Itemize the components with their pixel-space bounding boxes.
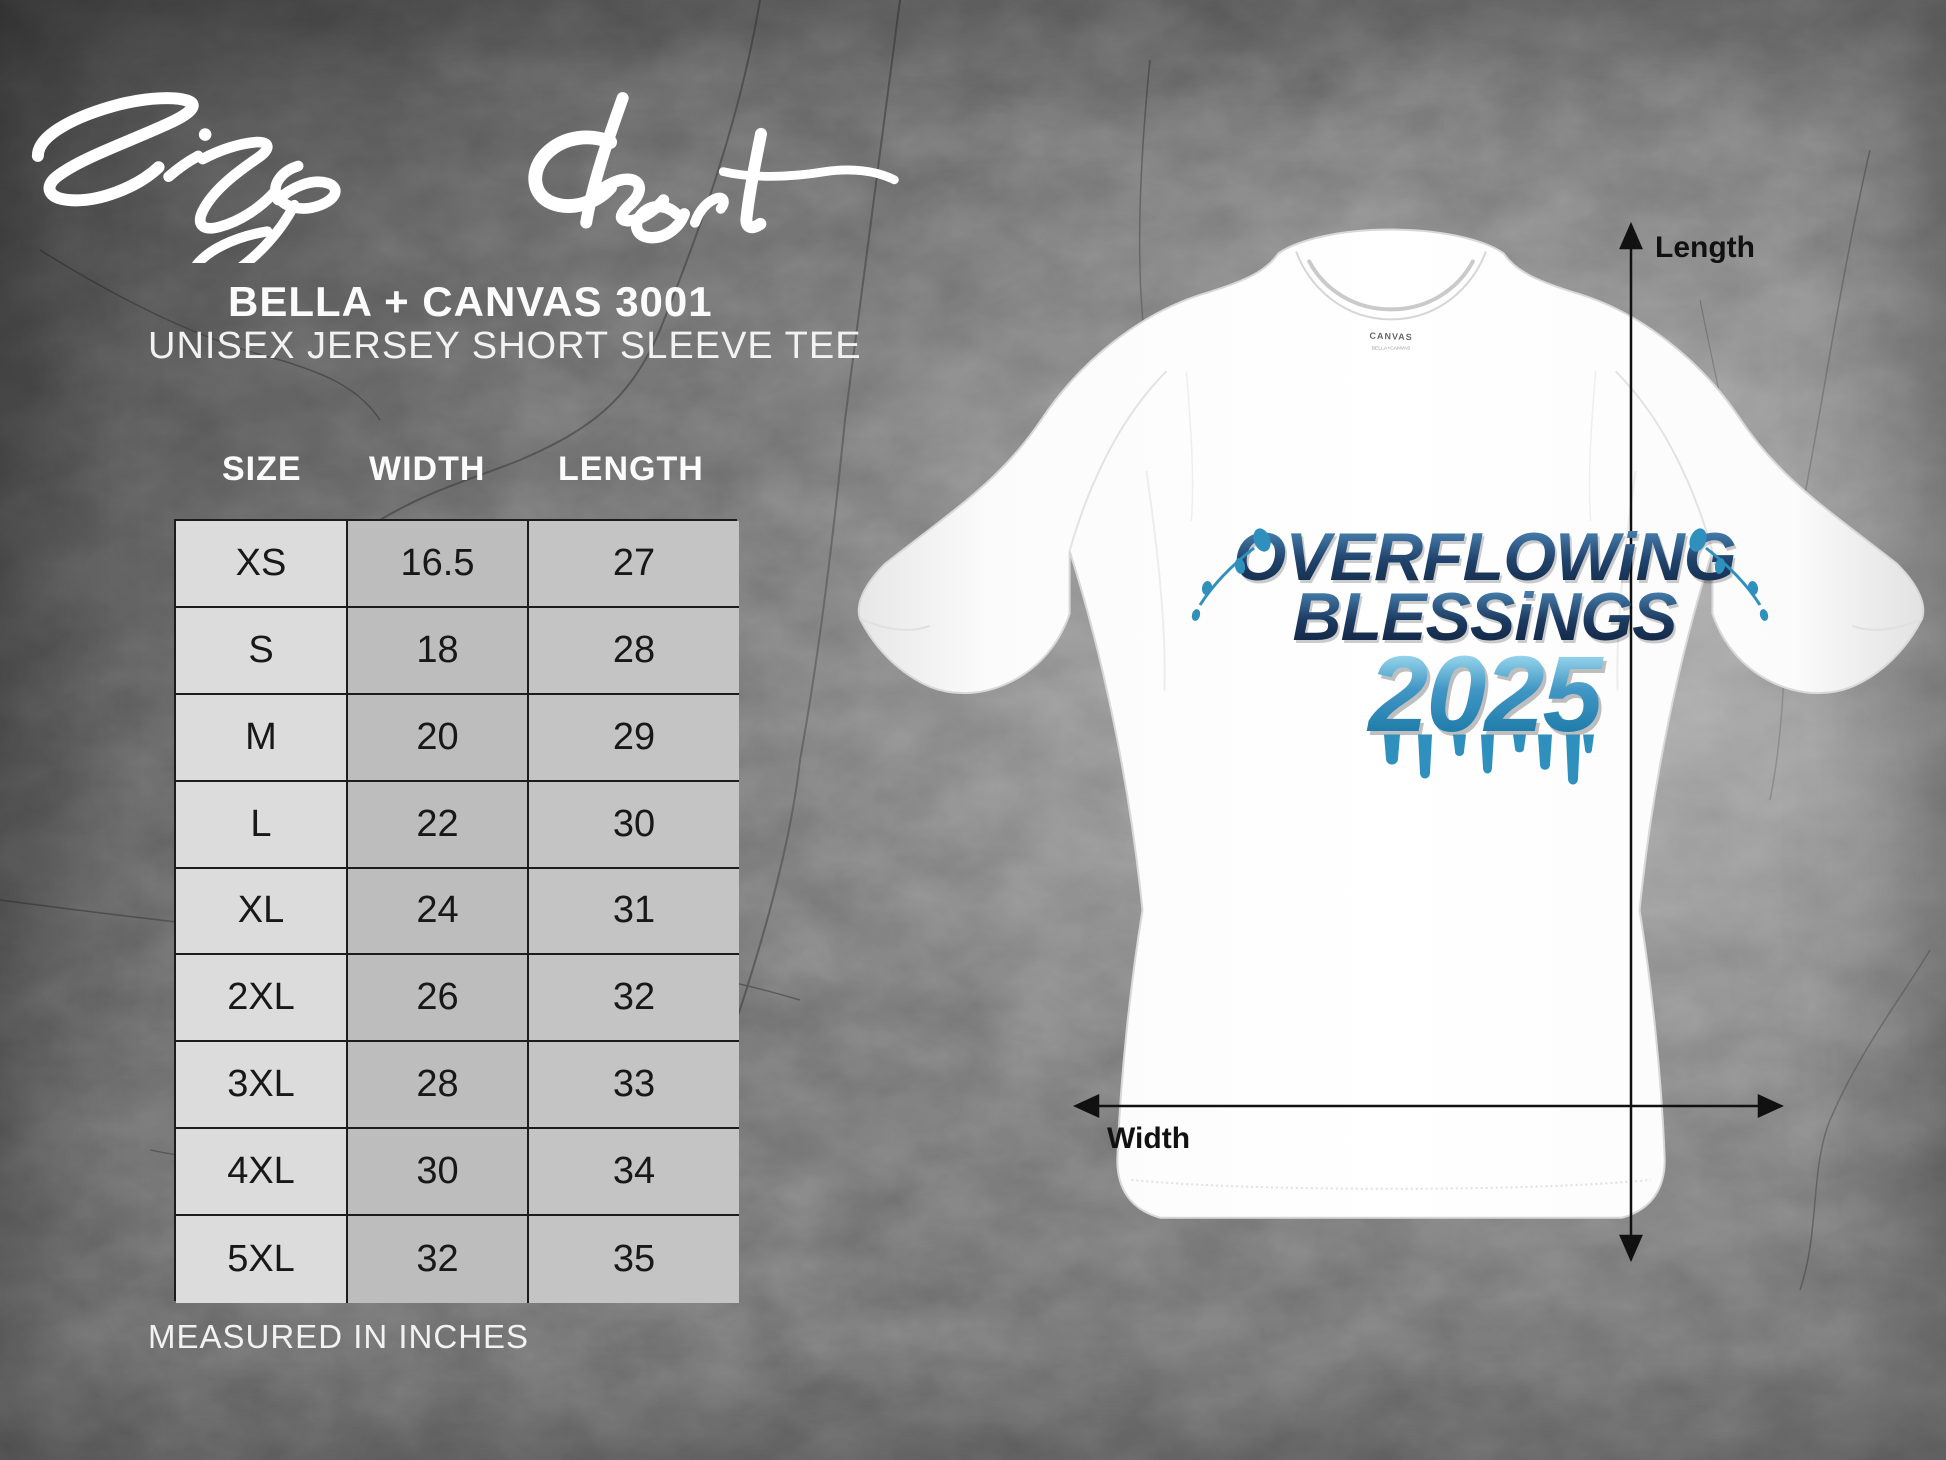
svg-text:Length: Length	[1655, 231, 1755, 264]
svg-text:Width: Width	[1107, 1122, 1190, 1155]
